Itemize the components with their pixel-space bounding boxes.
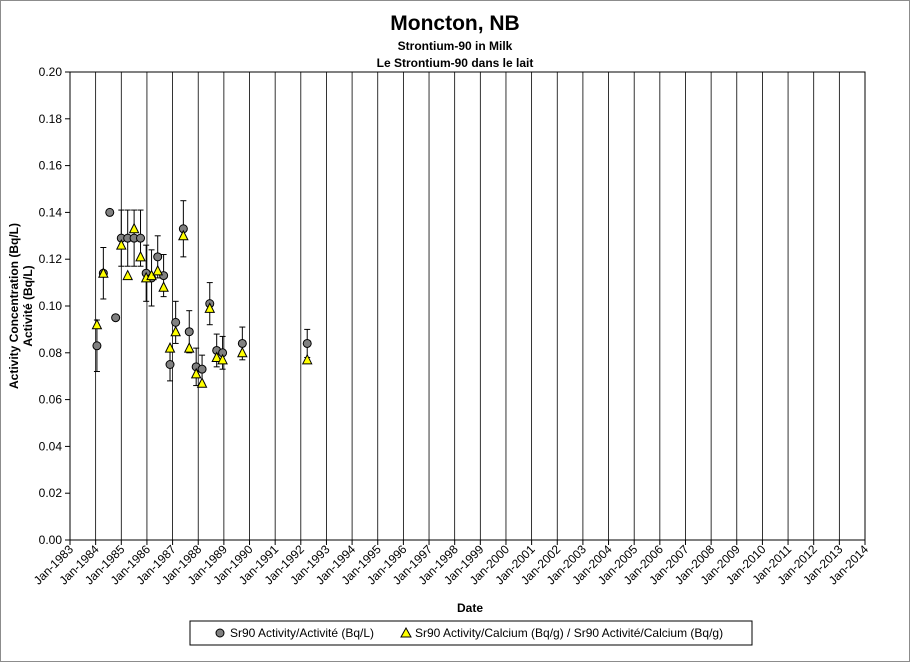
y-tick-label: 0.08	[39, 346, 63, 360]
data-markers	[91, 207, 313, 388]
data-point-activity	[302, 338, 312, 348]
y-axis-label-1: Activity Concentration (Bq/L)	[7, 223, 21, 389]
data-point-calcium	[196, 377, 208, 388]
data-point-calcium	[98, 267, 109, 278]
data-point-calcium	[237, 346, 248, 358]
data-point-calcium	[190, 367, 202, 379]
gridlines	[95, 72, 840, 540]
data-point-calcium	[164, 342, 176, 353]
y-axis-ticks: 0.00 0.02 0.04 0.06 0.08 0.10 0.12 0.14 0.16 0.18…	[39, 65, 70, 547]
legend: Sr90 Activity/Activité (Bq/L) Sr90 Activ…	[189, 620, 753, 646]
data-point-activity	[171, 317, 181, 327]
data-point-activity	[197, 364, 207, 374]
data-point-calcium	[158, 281, 169, 292]
data-point-calcium	[135, 250, 146, 262]
data-point-activity	[184, 327, 194, 337]
data-point-activity	[111, 313, 121, 323]
y-tick-label: 0.20	[39, 65, 63, 79]
data-point-calcium	[204, 302, 216, 313]
data-point-activity	[136, 233, 146, 243]
data-point-activity	[92, 341, 102, 351]
y-tick-label: 0.16	[39, 159, 63, 173]
y-tick-label: 0.10	[39, 299, 63, 313]
data-point-calcium	[211, 351, 222, 362]
data-point-calcium	[217, 353, 228, 365]
error-bars	[93, 200, 311, 387]
plot-area-border	[69, 71, 866, 541]
data-point-activity	[105, 207, 115, 217]
data-point-calcium	[170, 325, 181, 337]
chart-title: Moncton, NB	[390, 12, 519, 35]
y-tick-label: 0.06	[39, 393, 63, 407]
chart-subtitle-fr: Le Strontium-90 dans le lait	[377, 56, 534, 70]
x-axis-label: Date	[457, 601, 483, 615]
data-point-calcium	[301, 353, 313, 365]
legend-box	[189, 620, 753, 646]
data-point-calcium	[183, 342, 195, 353]
chart-subtitle-en: Strontium-90 in Milk	[398, 39, 513, 53]
y-tick-label: 0.00	[39, 533, 63, 547]
legend-label-calcium: Sr90 Activity/Calcium (Bq/g) / Sr90 Acti…	[415, 626, 723, 640]
data-point-calcium	[115, 239, 127, 250]
legend-label-activity: Sr90 Activity/Activité (Bq/L)	[230, 626, 374, 640]
legend-triangle-marker	[400, 626, 412, 638]
y-tick-label: 0.18	[39, 112, 63, 126]
data-point-activity	[237, 338, 247, 348]
y-axis-label-2: Activité (Bq/L)	[21, 265, 35, 346]
x-axis-ticks: Jan-1983Jan-1984Jan-1985Jan-1986Jan-1987…	[31, 540, 871, 588]
data-point-calcium	[91, 318, 103, 330]
y-tick-label: 0.12	[39, 252, 63, 266]
y-tick-label: 0.04	[39, 439, 63, 453]
data-point-calcium	[122, 269, 134, 281]
data-point-calcium	[152, 264, 164, 276]
y-tick-label: 0.14	[39, 205, 63, 219]
data-point-calcium	[178, 229, 189, 241]
y-tick-label: 0.02	[39, 486, 63, 500]
data-point-calcium	[128, 222, 140, 234]
data-point-activity	[165, 360, 175, 369]
legend-circle-marker	[215, 628, 225, 638]
data-point-activity	[153, 252, 163, 262]
